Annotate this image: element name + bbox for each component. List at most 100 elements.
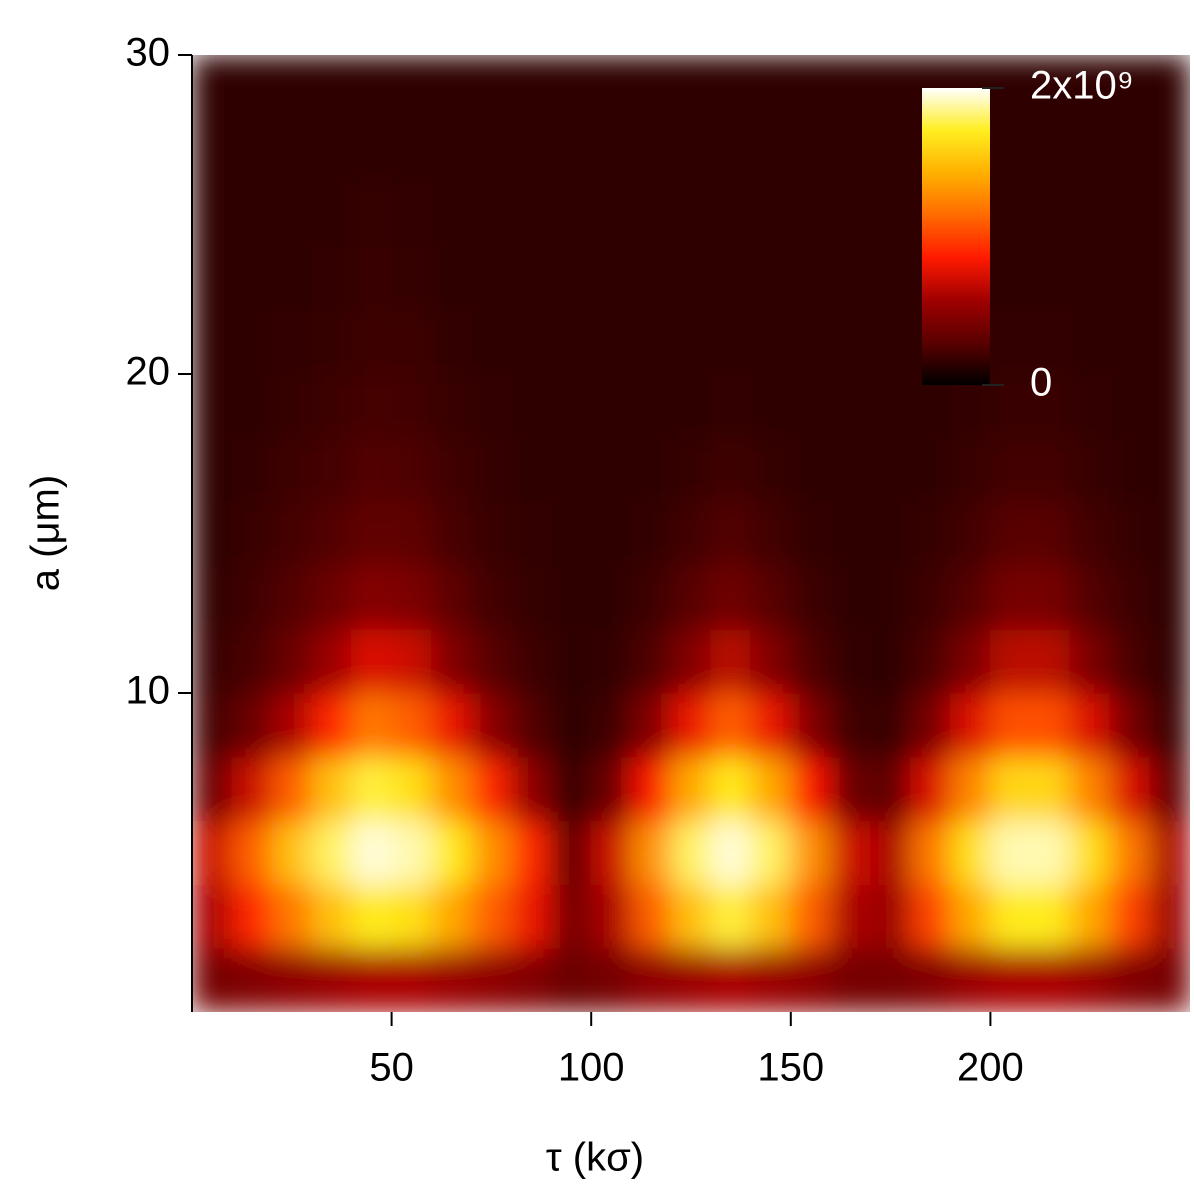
heat-cell <box>351 437 393 503</box>
heat-cell <box>710 756 752 822</box>
y-tick-label: 30 <box>126 31 171 75</box>
heat-cell <box>750 564 792 630</box>
heat-cell <box>1109 820 1151 885</box>
heat-cell <box>391 883 433 949</box>
x-axis-label: τ (kσ) <box>546 1136 644 1180</box>
heat-cell <box>989 628 1031 694</box>
heat-cell <box>1029 437 1071 503</box>
heat-cell <box>630 692 672 758</box>
heat-cell <box>989 309 1031 375</box>
heat-cell <box>910 756 951 822</box>
heat-cell <box>989 182 1031 247</box>
heat-cell <box>750 883 792 949</box>
heat-cell <box>1069 756 1111 822</box>
heat-cell <box>1069 437 1111 503</box>
heat-cell <box>949 756 991 822</box>
heat-cell <box>391 182 433 247</box>
heat-cell <box>949 692 991 758</box>
heat-cell <box>391 564 433 630</box>
heat-cell <box>790 55 832 120</box>
heat-cell <box>1109 118 1151 184</box>
heat-cell <box>470 564 512 630</box>
heat-cell <box>989 564 1031 630</box>
heat-cell <box>750 182 792 247</box>
heat-cell <box>910 883 951 949</box>
heat-cell <box>510 883 552 949</box>
heat-cell <box>670 245 712 311</box>
heat-cell <box>750 245 792 311</box>
heat-cell <box>1069 564 1111 630</box>
heat-cell <box>391 820 433 885</box>
heat-cell <box>192 437 233 503</box>
heat-cell <box>431 501 472 566</box>
heat-cell <box>1149 947 1190 1012</box>
heat-cell <box>870 437 912 503</box>
heat-cell <box>989 756 1031 822</box>
heat-cell <box>790 756 832 822</box>
heat-cell <box>550 628 592 694</box>
heat-cell <box>1029 501 1071 566</box>
heat-cell <box>311 564 353 630</box>
heat-cell <box>271 118 313 184</box>
heat-cell <box>830 55 872 120</box>
heat-cell <box>550 820 592 885</box>
heat-cell <box>989 437 1031 503</box>
heat-cell <box>630 501 672 566</box>
heat-cell <box>830 118 872 184</box>
heat-cell <box>790 883 832 949</box>
heat-cell <box>470 309 512 375</box>
heat-cell <box>590 182 632 247</box>
heat-cell <box>1109 883 1151 949</box>
heat-cell <box>910 437 951 503</box>
colorbar-tick-label: 2x10⁹ <box>1030 64 1134 108</box>
heat-cell <box>710 118 752 184</box>
heat-cell <box>550 182 592 247</box>
heat-cell <box>830 564 872 630</box>
heat-cell <box>550 245 592 311</box>
heat-cell <box>510 437 552 503</box>
heat-cell <box>630 118 672 184</box>
heat-cell <box>391 245 433 311</box>
heatmap <box>192 55 1190 1012</box>
heat-cell <box>989 55 1031 120</box>
heat-cell <box>431 245 472 311</box>
heat-cell <box>710 437 752 503</box>
heat-cell <box>1109 501 1151 566</box>
heat-cell <box>870 118 912 184</box>
heat-cell <box>550 883 592 949</box>
heat-cell <box>590 118 632 184</box>
heat-cell <box>750 55 792 120</box>
heat-cell <box>1109 947 1151 1012</box>
heat-cell <box>630 245 672 311</box>
heat-cell <box>1149 692 1190 758</box>
heat-cell <box>351 883 393 949</box>
heat-cell <box>590 564 632 630</box>
heat-cell <box>192 564 233 630</box>
heat-cell <box>710 309 752 375</box>
heat-cell <box>1109 628 1151 694</box>
heat-cell <box>431 820 472 885</box>
heat-cell <box>311 692 353 758</box>
heat-cell <box>510 501 552 566</box>
heat-cell <box>630 182 672 247</box>
heat-cell <box>351 182 393 247</box>
heat-cell <box>311 245 353 311</box>
heat-cell <box>391 692 433 758</box>
heat-cell <box>1149 55 1190 120</box>
heat-cell <box>550 564 592 630</box>
heat-cell <box>271 628 313 694</box>
heat-cell <box>1109 245 1151 311</box>
heat-cell <box>1149 756 1190 822</box>
heat-cell <box>670 947 712 1012</box>
heat-cell <box>630 756 672 822</box>
heat-cell <box>470 692 512 758</box>
heat-cell <box>510 628 552 694</box>
heat-cell <box>510 182 552 247</box>
heat-cell <box>550 118 592 184</box>
heat-cell <box>351 692 393 758</box>
heat-cell <box>590 245 632 311</box>
heat-cell <box>670 373 712 439</box>
heat-cell <box>1029 564 1071 630</box>
heat-cell <box>750 756 792 822</box>
heat-cell <box>630 947 672 1012</box>
